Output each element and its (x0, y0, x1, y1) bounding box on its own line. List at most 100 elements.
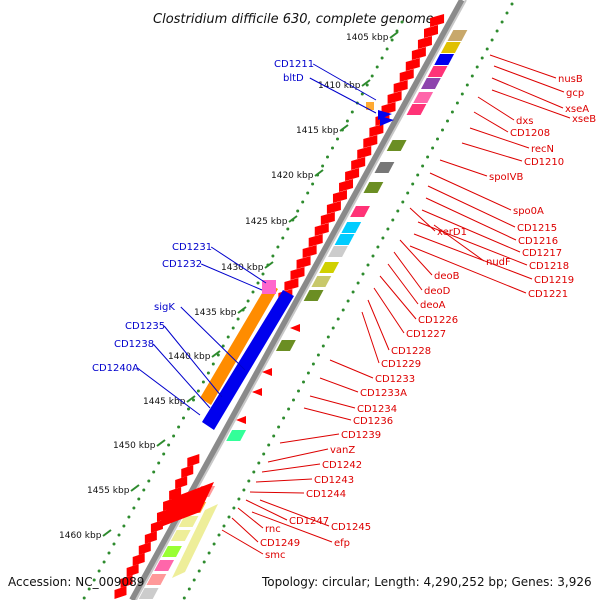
gene-label-CD1239: CD1239 (341, 430, 381, 441)
ruler-dot (182, 416, 185, 420)
ruler-dot (201, 380, 205, 384)
ruler-dot (510, 2, 514, 6)
forward-gene-leader (312, 63, 377, 101)
ruler-dot (431, 146, 435, 150)
reverse-gene-leader (379, 275, 417, 320)
ruler-dot (251, 290, 255, 294)
gene-cog-box (226, 430, 247, 441)
ruler-dot (485, 47, 489, 51)
reverse-gene-leader (249, 491, 305, 494)
ruler-dot (326, 335, 330, 339)
reverse-gene-leader (259, 499, 330, 527)
ruler-dot (122, 524, 126, 528)
ruler-dot (331, 146, 334, 150)
ruler-dot (321, 164, 325, 168)
gene-cog-box (275, 340, 296, 351)
reverse-gene-leader (491, 77, 564, 109)
reverse-gene-leader (221, 529, 264, 555)
gene-label-dxs: dxs (516, 116, 533, 127)
forward-gene-small (262, 280, 276, 294)
ruler-dot (256, 281, 260, 285)
ruler-dot (495, 29, 499, 33)
gene-cog-box (178, 516, 199, 527)
ruler-dot (107, 551, 111, 555)
gene-label-CD1216: CD1216 (518, 236, 558, 247)
ruler-dot (361, 272, 365, 276)
reverse-gene-leader (489, 54, 557, 79)
gene-cog-box (319, 262, 340, 273)
reverse-gene-arrow (290, 267, 305, 280)
gene-label-CD1231: CD1231 (172, 242, 212, 253)
ruler-dot (371, 254, 375, 258)
gene-cog-box (413, 92, 434, 103)
ruler-dot (436, 137, 439, 141)
reverse-gene-arrow (132, 553, 145, 566)
ruler-dot (311, 362, 315, 366)
gene-label-spoIVB: spoIVB (489, 172, 523, 183)
ruler-dot (221, 344, 225, 348)
ruler-dot (202, 560, 206, 564)
reverse-gene-leader (425, 197, 517, 241)
gene-cog-box (328, 246, 348, 257)
ruler-dot (117, 533, 121, 537)
ruler-dot (247, 479, 251, 483)
ruler-dot (381, 236, 385, 240)
gene-label-vanZ: vanZ (330, 445, 355, 456)
reverse-gene-arrow (393, 80, 408, 93)
ruler-dot (465, 83, 469, 87)
reverse-gene-arrow (308, 234, 323, 247)
gene-label-CD1234: CD1234 (357, 404, 397, 415)
reverse-gene-leader (231, 517, 259, 543)
ruler-dot (426, 155, 430, 159)
reverse-gene-arrow (351, 157, 366, 170)
reverse-gene-leader (237, 507, 264, 529)
reverse-gene-arrow (150, 520, 163, 533)
gene-label-deoB: deoB (434, 271, 460, 282)
gene-label-CD1240A: CD1240A (92, 363, 139, 374)
forward-gene-arrow (380, 116, 394, 126)
ruler-dot (276, 245, 280, 249)
gene-cog-box (154, 560, 175, 571)
reverse-gene-arrow (252, 388, 262, 396)
ruler-dot (380, 56, 384, 60)
reverse-gene-leader (393, 251, 423, 291)
forward-gene-leader (163, 325, 223, 398)
ruler-dot (336, 317, 340, 321)
reverse-gene-arrow (345, 168, 360, 181)
gene-label-CD1236: CD1236 (353, 416, 393, 427)
ruler-dot (147, 479, 151, 483)
ruler-tick (264, 261, 274, 269)
ruler-dot (132, 506, 136, 510)
gene-label-xseB: xseB (572, 114, 596, 125)
ruler-dot (446, 119, 449, 123)
ruler-dot (246, 299, 250, 303)
reverse-gene-leader (309, 395, 356, 409)
reverse-gene-leader (409, 245, 527, 294)
gene-label-xseA: xseA (565, 104, 589, 115)
ruler-tick (361, 79, 371, 87)
reverse-gene-leader (429, 172, 512, 211)
reverse-gene-arrow (144, 531, 157, 544)
gene-cog-box (350, 206, 370, 217)
gene-label-CD1221: CD1221 (528, 289, 568, 300)
map-title: Clostridium difficile 630, complete geno… (153, 12, 434, 27)
ruler-dot (217, 533, 221, 537)
ruler-dot (216, 353, 220, 357)
ruler-label-1420: 1420 kbp (271, 171, 314, 181)
reverse-gene-arrow (369, 124, 384, 137)
forward-gene-small (366, 102, 374, 110)
reverse-gene-leader (387, 263, 419, 305)
reverse-gene-arrow (332, 190, 347, 203)
reverse-gene-arrow (284, 278, 299, 291)
ruler-dot (112, 542, 116, 546)
forward-gene-leader (210, 246, 267, 284)
ruler-tick (102, 529, 112, 537)
gene-label-CD1228: CD1228 (391, 346, 431, 357)
ruler-dot (252, 470, 256, 474)
ruler-dot (360, 92, 364, 96)
ruler-dot (505, 11, 509, 15)
ruler-dot (391, 218, 395, 222)
reverse-gene-arrow (399, 69, 414, 82)
reverse-gene-arrow (236, 416, 246, 424)
ruler-dot (460, 92, 464, 96)
